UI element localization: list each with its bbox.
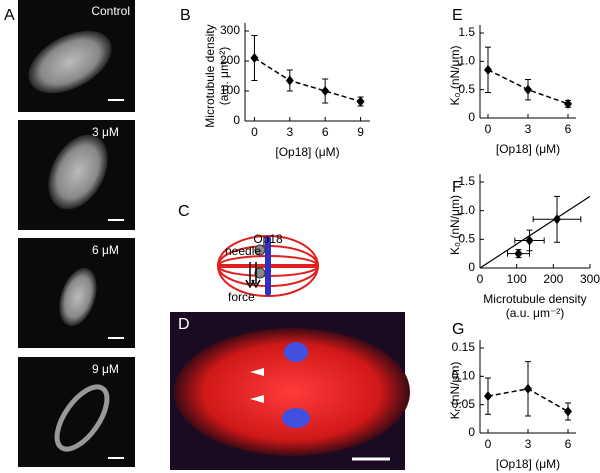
condition-label: 3 μM [92, 125, 119, 139]
condition-label: 9 μM [92, 362, 119, 376]
marker [285, 75, 294, 86]
x-tick-label: 0 [485, 122, 492, 136]
y-tick-label: 100 [220, 83, 240, 97]
marker [564, 98, 572, 109]
diagram-label: Op18 [253, 232, 283, 246]
y-tick-label: 0.5 [458, 82, 475, 96]
x-tick-label: 200 [543, 272, 563, 286]
y-tick-label: 300 [220, 23, 240, 37]
x-axis-label: Microtubule density [483, 292, 586, 306]
marker [564, 406, 572, 417]
y-axis-label: K₀ (nN/μm) [448, 46, 462, 106]
fluorescence-image [170, 312, 410, 470]
y-tick-label: 0 [468, 260, 475, 274]
x-tick-label: 3 [525, 122, 532, 136]
x-tick-label: 3 [286, 125, 293, 139]
y-tick-label: 0 [468, 425, 475, 439]
marker [321, 86, 330, 96]
marker [524, 383, 532, 394]
fit-line [479, 195, 591, 269]
x-tick-label: 3 [525, 437, 532, 451]
data-line [254, 57, 361, 103]
marker [356, 96, 365, 107]
y-tick-label: 0.15 [452, 340, 476, 354]
y-tick-label: 0 [468, 110, 475, 124]
diagram-label: force [228, 290, 255, 304]
x-axis-label: [Op18] (μM) [496, 142, 560, 156]
x-tick-label: 6 [565, 122, 572, 136]
y-tick-label: 1.5 [458, 25, 475, 39]
y-tick-label: 0.10 [452, 369, 476, 383]
panel-label: B [180, 7, 191, 24]
y-tick-label: 0.05 [452, 397, 476, 411]
panel-label: C [178, 203, 190, 220]
x-tick-label: 6 [322, 125, 329, 139]
micrograph: Control [18, 0, 135, 112]
y-axis-label: Kᵣ (nN/μm) [448, 362, 462, 420]
x-tick-label: 100 [507, 272, 527, 286]
micrograph: 3 μM [18, 120, 135, 230]
y-tick-label: 1.5 [458, 174, 475, 188]
spindle-diagram [217, 235, 319, 297]
y-tick-label: 1.0 [458, 54, 475, 68]
micrograph: 6 μM [18, 238, 135, 348]
panel-label: A [4, 7, 15, 24]
x-tick-label: 0 [251, 125, 258, 139]
x-tick-label: 300 [580, 272, 600, 286]
panel-label: D [178, 316, 190, 333]
x-axis-label: [Op18] (μM) [496, 457, 560, 471]
x-tick-label: 6 [565, 437, 572, 451]
marker [525, 235, 534, 246]
condition-label: Control [91, 4, 130, 18]
x-axis-label: (a.u. μm⁻²) [506, 306, 565, 320]
diagram-label: needle [225, 244, 261, 258]
condition-label: 6 μM [92, 243, 119, 257]
marker [514, 248, 523, 259]
marker [484, 64, 492, 75]
marker [524, 84, 532, 95]
y-tick-label: 200 [220, 53, 240, 67]
panel-label: F [452, 179, 462, 196]
panel-label: E [452, 7, 463, 24]
x-tick-label: 9 [357, 125, 364, 139]
x-tick-label: 0 [477, 272, 484, 286]
y-tick-label: 0 [233, 113, 240, 127]
marker [250, 53, 259, 63]
marker [484, 391, 492, 402]
y-tick-label: 0.5 [458, 232, 475, 246]
micrograph: 9 μM [18, 357, 135, 467]
y-axis-label: K₀ (nN/μm) [448, 195, 462, 255]
y-axis-label: Microtubule density [203, 24, 217, 127]
y-axis-label: (a.u. μm⁻²) [217, 47, 231, 106]
y-tick-label: 1.0 [458, 203, 475, 217]
panel-label: G [452, 321, 464, 338]
x-axis-label: [Op18] (μM) [275, 145, 339, 159]
x-tick-label: 0 [485, 437, 492, 451]
marker [553, 214, 561, 225]
